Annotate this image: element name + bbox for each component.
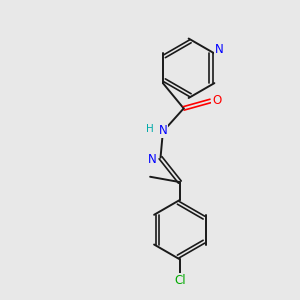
Text: O: O (212, 94, 222, 107)
Text: N: N (215, 43, 224, 56)
Text: Cl: Cl (174, 274, 186, 287)
Text: N: N (148, 153, 157, 166)
Text: N: N (158, 124, 167, 136)
Text: H: H (146, 124, 153, 134)
